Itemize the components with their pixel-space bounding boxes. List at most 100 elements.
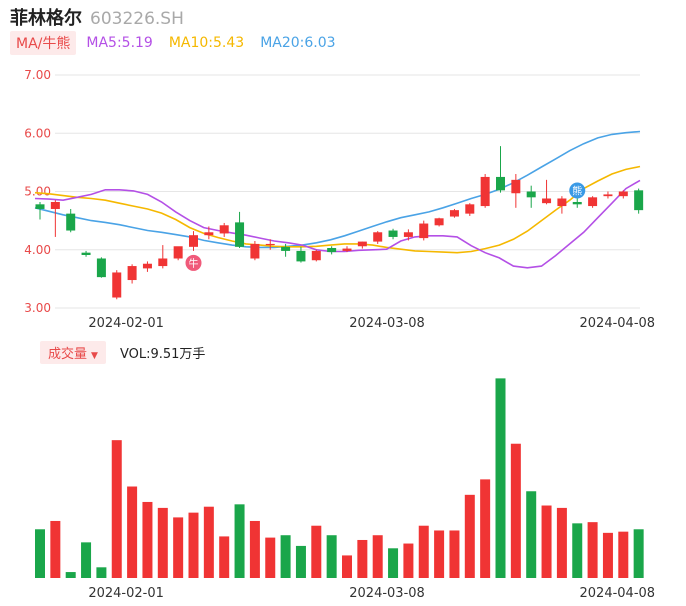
price-x-axis: 2024-02-01 2024-03-08 2024-04-08: [88, 316, 655, 331]
y-tick-label: 3.00: [24, 301, 51, 315]
y-tick-label: 5.00: [24, 185, 51, 199]
candle-body: [572, 201, 582, 205]
candle-body: [66, 213, 76, 231]
moving-average-lines: [34, 130, 641, 269]
x-tick-label: 2024-04-08: [580, 316, 656, 331]
volume-bar: [464, 494, 475, 578]
ma5-line: [34, 179, 641, 269]
stock-code: 603226.SH: [90, 9, 184, 29]
bear-marker-icon: [569, 182, 586, 199]
volume-bar: [127, 486, 138, 578]
candle-body: [158, 258, 168, 267]
x-tick-label: 2024-02-01: [88, 586, 164, 601]
bull-marker-icon: [185, 254, 202, 271]
stock-name: 菲林格尔: [10, 8, 82, 29]
candle-body: [250, 243, 260, 259]
volume-bar: [265, 537, 276, 578]
candle-body: [373, 232, 383, 242]
volume-bar: [35, 529, 45, 578]
volume-bar: [510, 443, 521, 578]
volume-bar: [541, 505, 552, 578]
candle-body: [511, 179, 521, 194]
candle-body: [588, 197, 598, 207]
volume-badge-label: 成交量: [48, 346, 88, 362]
volume-bar: [372, 535, 383, 578]
candle-body: [342, 248, 352, 251]
candle-body: [557, 198, 567, 207]
volume-bar: [449, 530, 460, 578]
candle-body: [403, 232, 413, 237]
volume-indicator-selector[interactable]: 成交量 ▼: [40, 340, 106, 364]
volume-bar: [50, 520, 61, 578]
volume-bar: [295, 545, 306, 578]
candle-body: [219, 225, 229, 234]
price-y-axis: 7.00 6.00 5.00 4.00 3.00: [24, 68, 51, 315]
volume-bar: [188, 512, 199, 578]
volume-bar: [388, 548, 399, 578]
candle-body: [618, 191, 628, 197]
volume-legend: 成交量 ▼ VOL:9.51万手: [40, 340, 206, 364]
volume-bar: [357, 539, 368, 578]
ma-indicator-selector[interactable]: MA/牛熊: [10, 31, 77, 55]
volume-x-axis: 2024-02-01 2024-03-08 2024-04-08: [88, 586, 655, 601]
marker-label: 熊: [572, 184, 582, 197]
candle-body: [96, 258, 106, 278]
x-tick-label: 2024-03-08: [349, 316, 425, 331]
candle-body: [281, 246, 291, 251]
candle-body: [496, 176, 505, 191]
ma10-line: [34, 165, 641, 254]
ma-legend: MA/牛熊 MA5:5.19 MA10:5.43 MA20:6.03: [10, 31, 352, 55]
candle-body: [173, 246, 183, 259]
volume-bar: [618, 531, 629, 578]
x-tick-label: 2024-03-08: [349, 586, 425, 601]
ma5-label: MA5:5.19: [86, 35, 153, 51]
candle-body: [603, 194, 613, 197]
y-tick-label: 4.00: [24, 243, 51, 257]
candle-body: [50, 201, 60, 209]
candle-body: [357, 241, 367, 247]
candle-body: [480, 176, 490, 207]
candle-body: [204, 232, 214, 236]
volume-bar: [556, 507, 567, 578]
candle-body: [81, 252, 91, 255]
volume-bar: [173, 517, 184, 578]
ma10-label: MA10:5.43: [168, 35, 245, 51]
volume-bar: [326, 535, 337, 578]
volume-bar: [587, 522, 598, 578]
bull-bear-markers: 牛熊: [185, 182, 586, 271]
candle-body: [265, 243, 275, 246]
volume-bar: [495, 378, 506, 578]
candle-body: [311, 250, 321, 261]
volume-bar: [602, 532, 613, 578]
ma20-line: [34, 130, 641, 249]
dropdown-caret-icon: ▼: [91, 350, 98, 361]
volume-bar: [526, 491, 537, 578]
volume-bar: [96, 567, 107, 578]
candle-body: [634, 190, 644, 211]
volume-bar: [572, 523, 583, 578]
volume-bar: [403, 543, 414, 578]
candle-body: [142, 263, 152, 269]
candle-body: [465, 204, 475, 214]
volume-bar: [203, 506, 214, 578]
marker-label: 牛: [189, 257, 199, 270]
candle-body: [112, 272, 122, 298]
volume-bar: [280, 535, 291, 578]
volume-bar: [249, 520, 260, 578]
volume-bar: [81, 542, 92, 578]
volume-bars: [35, 378, 644, 578]
volume-bar: [157, 507, 168, 578]
volume-bar: [219, 536, 230, 578]
candlesticks: [35, 146, 644, 300]
candle-body: [327, 248, 337, 253]
volume-value-label: VOL:9.51万手: [119, 346, 206, 362]
volume-bar: [142, 501, 153, 578]
ma20-label: MA20:6.03: [260, 35, 336, 51]
volume-bar: [311, 525, 322, 578]
candle-body: [127, 266, 137, 281]
volume-bar: [65, 572, 76, 578]
volume-bar: [111, 440, 122, 578]
candle-body: [388, 230, 398, 237]
volume-bar: [234, 504, 245, 578]
